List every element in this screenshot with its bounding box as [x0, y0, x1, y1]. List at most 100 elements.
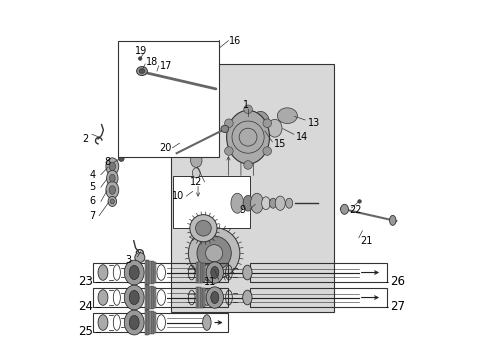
Text: 22: 22 [348, 205, 361, 215]
Bar [249, 288, 386, 307]
Bar [200, 262, 203, 283]
Ellipse shape [340, 204, 348, 214]
Circle shape [188, 228, 240, 279]
Text: 23: 23 [78, 275, 93, 288]
Ellipse shape [243, 195, 253, 211]
Ellipse shape [109, 186, 115, 194]
Text: 17: 17 [160, 61, 172, 71]
Text: 13: 13 [307, 118, 320, 128]
Bar [203, 288, 204, 307]
Text: 11: 11 [204, 277, 216, 287]
Bar [151, 311, 153, 334]
Ellipse shape [285, 198, 292, 208]
Circle shape [195, 220, 211, 236]
Circle shape [118, 156, 124, 161]
Text: 16: 16 [229, 36, 241, 46]
Text: 10: 10 [172, 191, 184, 201]
Circle shape [357, 200, 361, 203]
Bar [149, 261, 151, 284]
Ellipse shape [106, 181, 119, 199]
Ellipse shape [242, 290, 251, 305]
Text: 18: 18 [145, 57, 158, 67]
Bar [249, 263, 386, 282]
Ellipse shape [98, 265, 108, 280]
Bar [196, 262, 198, 283]
Text: 24: 24 [78, 300, 93, 313]
Bar [93, 263, 228, 282]
Bar [173, 176, 249, 228]
Ellipse shape [210, 266, 218, 279]
Text: 9: 9 [239, 205, 245, 215]
Text: 8: 8 [103, 157, 110, 167]
Ellipse shape [389, 215, 395, 225]
Ellipse shape [250, 193, 263, 213]
Ellipse shape [190, 153, 202, 167]
Bar [145, 310, 147, 335]
Text: 15: 15 [273, 139, 286, 149]
Text: 25: 25 [78, 325, 93, 338]
Text: 7: 7 [89, 211, 96, 221]
Ellipse shape [202, 265, 211, 280]
Ellipse shape [230, 193, 244, 213]
Text: 26: 26 [390, 275, 405, 288]
Ellipse shape [129, 315, 139, 330]
Ellipse shape [98, 315, 108, 330]
Bar [149, 286, 151, 309]
Ellipse shape [261, 197, 270, 210]
Bar [151, 287, 153, 309]
Text: 4: 4 [89, 170, 96, 180]
Circle shape [138, 57, 142, 60]
Text: 21: 21 [359, 236, 371, 246]
Ellipse shape [269, 198, 276, 208]
Bar [153, 262, 156, 283]
Bar [149, 311, 151, 334]
Circle shape [263, 119, 271, 127]
Ellipse shape [242, 265, 251, 280]
Circle shape [135, 252, 144, 262]
Bar [171, 64, 333, 312]
Bar [93, 313, 228, 332]
Ellipse shape [251, 111, 269, 134]
Ellipse shape [110, 199, 114, 204]
Text: 3: 3 [125, 255, 131, 265]
Text: 20: 20 [160, 143, 172, 153]
Ellipse shape [106, 158, 119, 175]
Ellipse shape [275, 196, 285, 210]
Text: 2: 2 [82, 134, 88, 144]
Ellipse shape [226, 111, 269, 164]
Ellipse shape [277, 108, 297, 123]
Circle shape [224, 147, 233, 156]
Ellipse shape [129, 291, 139, 305]
Circle shape [205, 245, 222, 262]
Ellipse shape [106, 170, 118, 186]
Bar [196, 287, 198, 308]
Text: 6: 6 [89, 197, 96, 206]
Bar [145, 285, 147, 310]
Bar [153, 312, 156, 333]
Ellipse shape [98, 290, 108, 305]
Ellipse shape [192, 168, 200, 178]
Ellipse shape [210, 292, 218, 303]
Bar [145, 260, 147, 285]
Bar [198, 262, 200, 283]
Bar [147, 285, 149, 310]
Bar [151, 261, 153, 284]
Ellipse shape [205, 262, 223, 283]
Bar [93, 288, 228, 307]
Text: 14: 14 [295, 132, 307, 142]
Ellipse shape [124, 285, 144, 310]
Ellipse shape [136, 67, 147, 76]
Circle shape [197, 236, 231, 270]
Ellipse shape [267, 119, 282, 137]
Bar [118, 41, 219, 157]
Ellipse shape [202, 290, 211, 305]
Circle shape [189, 215, 217, 242]
Circle shape [244, 161, 252, 169]
Ellipse shape [129, 265, 139, 280]
Bar [153, 287, 156, 308]
Bar [200, 288, 203, 307]
Circle shape [263, 147, 271, 156]
Bar [147, 310, 149, 335]
Ellipse shape [109, 174, 115, 182]
Ellipse shape [109, 162, 115, 171]
